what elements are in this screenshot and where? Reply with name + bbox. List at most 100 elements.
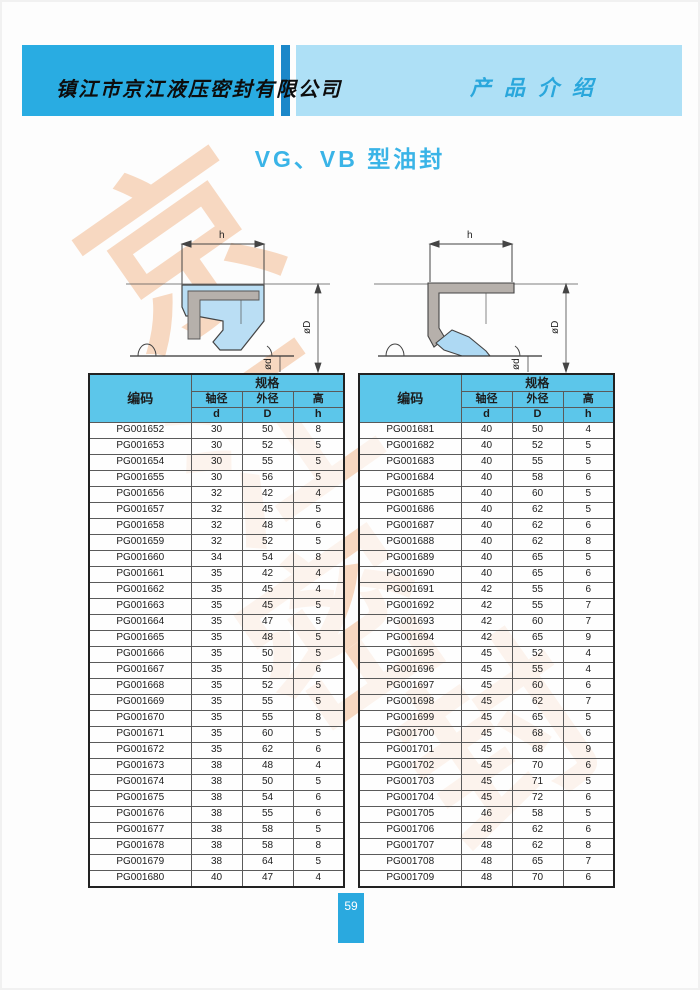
table-row: PG001699 45 65 5 [358, 710, 615, 727]
outer-dia-cell: 55 [241, 710, 294, 727]
outer-dia-cell: 60 [511, 678, 564, 695]
shaft-dia-cell: 45 [460, 790, 513, 807]
height-cell: 8 [562, 534, 615, 551]
code-cell: PG001661 [88, 566, 192, 583]
outer-dia-cell: 55 [511, 598, 564, 615]
code-cell: PG001706 [358, 822, 462, 839]
table-row: PG001703 45 71 5 [358, 774, 615, 791]
height-cell: 5 [292, 822, 345, 839]
shaft-dia-cell: 32 [190, 534, 243, 551]
height-cell: 5 [562, 806, 615, 823]
height-cell: 8 [562, 838, 615, 855]
header-company-bar [22, 45, 274, 116]
outer-dia-cell: 54 [241, 550, 294, 567]
code-cell: PG001700 [358, 726, 462, 743]
outer-dia-cell: 52 [241, 678, 294, 695]
code-cell: PG001687 [358, 518, 462, 535]
table-row: PG001690 40 65 6 [358, 566, 615, 583]
code-cell: PG001678 [88, 838, 192, 855]
code-cell: PG001676 [88, 806, 192, 823]
outer-dia-cell: 55 [241, 694, 294, 711]
table-row: PG001673 38 48 4 [88, 758, 345, 775]
height-cell: 5 [292, 774, 345, 791]
shaft-dia-cell: 40 [460, 534, 513, 551]
table-row: PG001685 40 60 5 [358, 486, 615, 503]
col-header-outer: 外径 [511, 391, 564, 408]
outer-dia-cell: 65 [511, 566, 564, 583]
outer-dia-cell: 48 [241, 518, 294, 535]
table-row: PG001688 40 62 8 [358, 534, 615, 551]
height-cell: 5 [292, 854, 345, 871]
shaft-dia-cell: 35 [190, 646, 243, 663]
shaft-dia-cell: 48 [460, 822, 513, 839]
table-row: PG001687 40 62 6 [358, 518, 615, 535]
shaft-dia-cell: 38 [190, 854, 243, 871]
outer-dia-cell: 62 [511, 502, 564, 519]
shaft-dia-cell: 30 [190, 438, 243, 455]
outer-dia-cell: 56 [241, 470, 294, 487]
code-cell: PG001675 [88, 790, 192, 807]
height-cell: 4 [292, 566, 345, 583]
dim-oD [562, 282, 570, 374]
table-row: PG001684 40 58 6 [358, 470, 615, 487]
shaft-dia-cell: 32 [190, 502, 243, 519]
table-row: PG001664 35 47 5 [88, 614, 345, 631]
outer-dia-cell: 65 [511, 550, 564, 567]
table-row: PG001666 35 50 5 [88, 646, 345, 663]
code-cell: PG001660 [88, 550, 192, 567]
outer-dia-cell: 60 [511, 486, 564, 503]
table-row: PG001659 32 52 5 [88, 534, 345, 551]
height-cell: 9 [562, 630, 615, 647]
height-cell: 5 [292, 630, 345, 647]
table-row: PG001707 48 62 8 [358, 838, 615, 855]
shaft-dia-cell: 38 [190, 758, 243, 775]
shaft-dia-cell: 45 [460, 694, 513, 711]
vg-seal-diagram: h ød øD [126, 230, 330, 374]
code-cell: PG001690 [358, 566, 462, 583]
metal-case [427, 282, 515, 348]
code-cell: PG001709 [358, 870, 462, 888]
height-cell: 5 [292, 694, 345, 711]
code-cell: PG001696 [358, 662, 462, 679]
vb-seal-diagram: h ød øD [374, 230, 578, 374]
spec-table-right-body: PG001681 40 50 4 PG001682 40 52 5 PG001683 40 55 5 P… [358, 422, 615, 888]
dim-h-label: h [467, 230, 473, 241]
dim-oD [314, 282, 322, 374]
table-row: PG001682 40 52 5 [358, 438, 615, 455]
outer-dia-cell: 68 [511, 742, 564, 759]
rubber-lip [435, 329, 492, 357]
col-header-shaft: 轴径 [190, 391, 243, 408]
table-row: PG001700 45 68 6 [358, 726, 615, 743]
col-header-outer: 外径 [241, 391, 294, 408]
table-row: PG001697 45 60 6 [358, 678, 615, 695]
outer-dia-cell: 52 [241, 438, 294, 455]
height-cell: 5 [562, 438, 615, 455]
outer-dia-cell: 62 [511, 694, 564, 711]
table-row: PG001695 45 52 4 [358, 646, 615, 663]
code-cell: PG001672 [88, 742, 192, 759]
metal-insert [187, 290, 260, 340]
table-row: PG001671 35 60 5 [88, 726, 345, 743]
shaft-dia-cell: 35 [190, 630, 243, 647]
table-row: PG001663 35 45 5 [88, 598, 345, 615]
height-cell: 5 [562, 710, 615, 727]
outer-dia-cell: 60 [511, 614, 564, 631]
col-header-D: D [511, 407, 564, 423]
height-cell: 9 [562, 742, 615, 759]
code-cell: PG001655 [88, 470, 192, 487]
table-row: PG001689 40 65 5 [358, 550, 615, 567]
table-row: PG001693 42 60 7 [358, 614, 615, 631]
shaft-dia-cell: 45 [460, 678, 513, 695]
height-cell: 6 [562, 678, 615, 695]
code-cell: PG001659 [88, 534, 192, 551]
shaft-dia-cell: 35 [190, 566, 243, 583]
dim-h [180, 240, 266, 284]
table-row: PG001652 30 50 8 [88, 422, 345, 439]
height-cell: 6 [562, 870, 615, 888]
height-cell: 4 [562, 422, 615, 439]
code-cell: PG001701 [358, 742, 462, 759]
outer-dia-cell: 62 [511, 822, 564, 839]
height-cell: 5 [562, 774, 615, 791]
table-row: PG001662 35 45 4 [88, 582, 345, 599]
code-cell: PG001668 [88, 678, 192, 695]
